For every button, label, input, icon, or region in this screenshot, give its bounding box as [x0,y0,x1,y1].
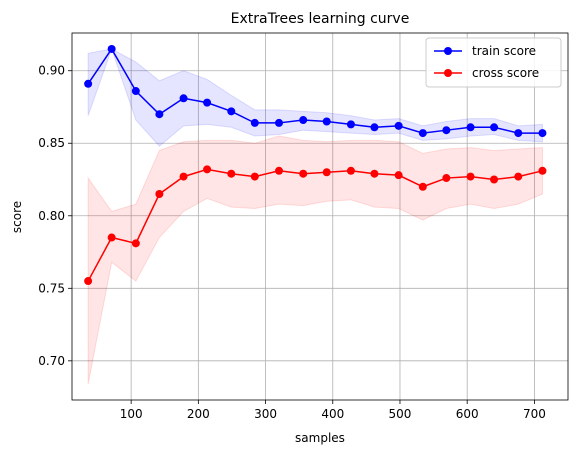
y-tick-label: 0.85 [38,136,65,150]
data-point [466,172,475,181]
data-point [179,94,188,103]
data-point [418,182,427,191]
x-tick-label: 500 [389,407,412,421]
data-point [275,118,284,127]
x-tick-label: 300 [254,407,277,421]
data-point [131,239,140,248]
data-point [442,174,451,183]
legend-marker [444,69,452,77]
data-point [514,172,523,181]
data-point [538,129,547,138]
y-tick-label: 0.90 [38,64,65,78]
data-point [346,166,355,175]
data-point [346,120,355,129]
data-point [299,116,308,125]
data-point [370,123,379,132]
data-point [322,168,331,177]
confidence-band [87,47,543,147]
data-point [490,175,499,184]
legend-label: cross score [472,66,539,80]
data-point [227,169,236,178]
series-line [87,168,543,282]
data-point [394,121,403,130]
data-point [490,123,499,132]
x-axis-label: samples [295,431,345,445]
data-point [84,277,93,286]
data-point [418,129,427,138]
data-point [466,123,475,132]
data-point [227,107,236,116]
data-point [394,171,403,180]
axes-frame [71,32,569,401]
x-tick-label: 200 [187,407,210,421]
data-point [442,126,451,135]
legend: train score cross score [425,37,562,88]
x-tick-label: 100 [120,407,143,421]
y-tick-label: 0.80 [38,209,65,223]
data-point [275,166,284,175]
data-point [107,44,116,53]
data-point [155,110,164,119]
data-point [179,172,188,181]
confidence-band [87,135,543,385]
series-line [87,47,543,134]
data-point [250,172,259,181]
data-point [203,165,212,174]
y-tick-label: 0.75 [38,281,65,295]
x-tick-label: 600 [456,407,479,421]
y-axis-label: score [10,201,24,233]
data-point [84,79,93,88]
x-tick-label: 400 [321,407,344,421]
x-tick-label: 700 [523,407,546,421]
data-point [155,190,164,199]
data-point [250,118,259,127]
data-point [370,169,379,178]
data-point [203,98,212,107]
chart-title: ExtraTrees learning curve [231,11,410,27]
legend-label: train score [472,44,536,58]
y-tick-label: 0.70 [38,354,65,368]
data-point [514,129,523,138]
data-point [131,87,140,96]
data-point [107,233,116,242]
data-point [299,169,308,178]
data-point [538,166,547,175]
data-point [322,117,331,126]
plot-area: 100 200 300 400 500 600 700 0.70 0.75 0.80 0.85 0.9… [38,32,569,421]
legend-marker [444,47,452,55]
